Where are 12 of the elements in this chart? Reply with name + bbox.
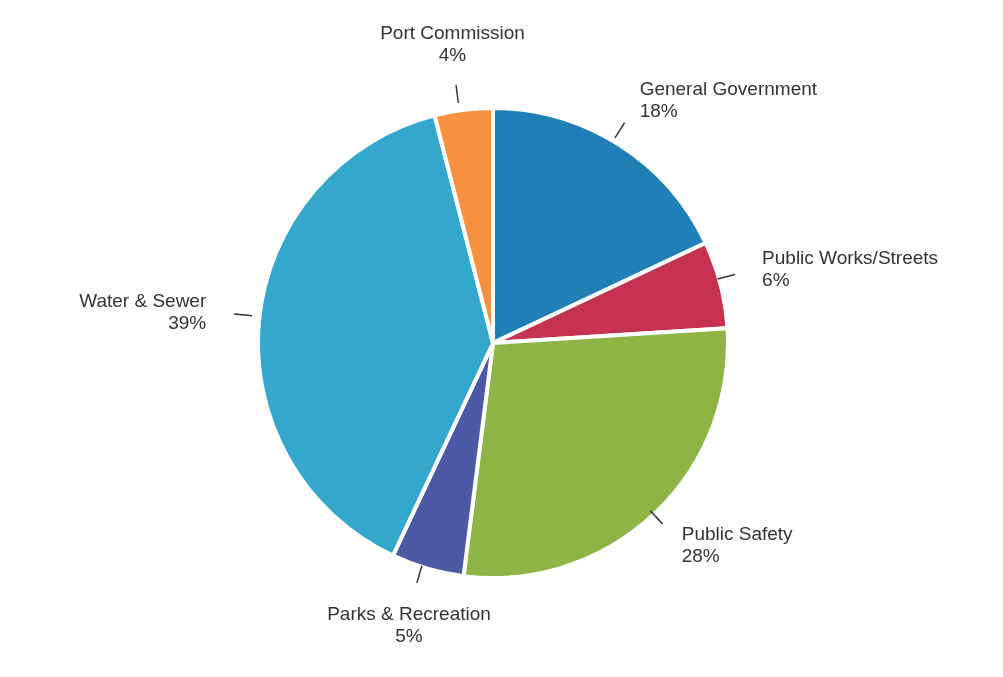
data-label: 18% bbox=[639, 100, 678, 122]
data-label: 39% bbox=[168, 312, 207, 334]
slice-label: Parks & Recreation bbox=[327, 602, 491, 624]
slice-label: Public Safety bbox=[681, 523, 794, 545]
data-label: 6% bbox=[762, 268, 790, 290]
slice-label: General Government bbox=[639, 78, 818, 100]
slice-label: Water & Sewer bbox=[79, 290, 207, 312]
slice-label: Public Works/Streets bbox=[762, 246, 939, 268]
data-label: 5% bbox=[395, 624, 423, 646]
data-label: 28% bbox=[681, 545, 720, 567]
slice-label: Port Commission bbox=[380, 22, 525, 44]
data-label: 4% bbox=[438, 44, 467, 66]
